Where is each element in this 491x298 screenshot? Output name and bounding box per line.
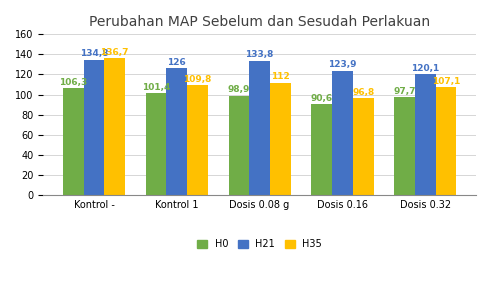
Text: 126: 126 <box>167 58 186 67</box>
Text: 109,8: 109,8 <box>183 74 212 83</box>
Legend: H0, H21, H35: H0, H21, H35 <box>193 235 326 253</box>
Title: Perubahan MAP Sebelum dan Sesudah Perlakuan: Perubahan MAP Sebelum dan Sesudah Perlak… <box>89 15 430 29</box>
Bar <box>104 58 125 195</box>
Bar <box>63 88 83 195</box>
Bar <box>228 96 249 195</box>
Bar <box>146 93 166 195</box>
Text: 123,9: 123,9 <box>328 60 356 69</box>
Text: 97,7: 97,7 <box>393 87 416 96</box>
Bar <box>311 104 332 195</box>
Text: 112: 112 <box>271 72 290 81</box>
Bar <box>83 60 104 195</box>
Text: 101,4: 101,4 <box>142 83 170 92</box>
Text: 136,7: 136,7 <box>101 47 129 57</box>
Bar <box>332 71 353 195</box>
Bar <box>166 69 187 195</box>
Text: 107,1: 107,1 <box>432 77 460 86</box>
Bar <box>436 87 456 195</box>
Bar <box>394 97 415 195</box>
Text: 120,1: 120,1 <box>411 64 439 73</box>
Bar <box>249 60 270 195</box>
Text: 98,9: 98,9 <box>228 86 250 94</box>
Bar <box>187 85 208 195</box>
Text: 90,6: 90,6 <box>311 94 333 103</box>
Bar <box>353 98 374 195</box>
Text: 134,8: 134,8 <box>80 49 108 58</box>
Text: 96,8: 96,8 <box>352 88 374 97</box>
Text: 106,3: 106,3 <box>59 78 87 87</box>
Bar <box>415 74 436 195</box>
Text: 133,8: 133,8 <box>246 50 274 59</box>
Bar <box>270 83 291 195</box>
